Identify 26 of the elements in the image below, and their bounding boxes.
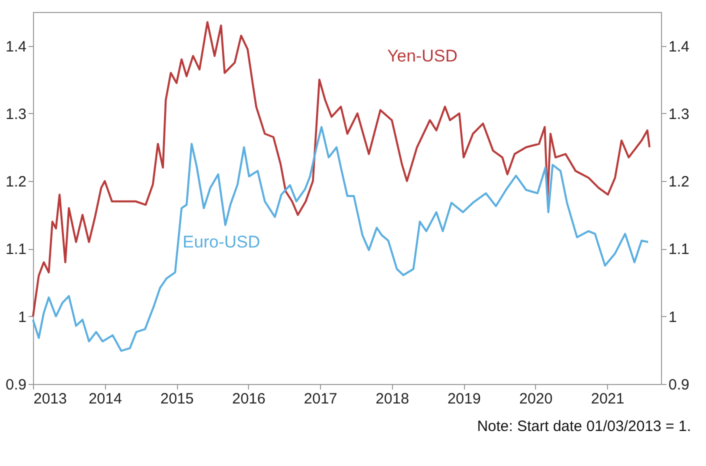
line-series (32, 21, 651, 318)
y2-tick-label: 1.3 (668, 106, 690, 123)
y-tick-label: 1.3 (6, 106, 26, 123)
y2-tick-label: 1 (668, 308, 677, 326)
x-tick-label: 2016 (232, 390, 266, 408)
y-tick-label: 1 (18, 308, 26, 326)
line-series (32, 126, 650, 352)
x-tick-label: 2020 (519, 390, 553, 408)
text: Note: Start date 01/03/2013 = 1. (477, 418, 691, 435)
y2-tick-label: 1.2 (668, 174, 690, 191)
y-tick-label: 1.2 (6, 174, 26, 191)
y2-tick-label: 0.9 (668, 376, 690, 394)
x-tick-label: 2013 (34, 390, 67, 408)
x-tick-label: 2017 (304, 390, 338, 408)
y-tick-label: 1.1 (6, 241, 26, 258)
x-tick-label: 2021 (590, 390, 624, 408)
y2-tick-label: 1.4 (668, 38, 690, 56)
y-tick-label: 1.4 (6, 38, 26, 56)
x-tick-label: 2018 (376, 390, 410, 408)
y-tick-label: 0.9 (6, 376, 26, 394)
x-tick-label: 2019 (447, 390, 481, 408)
x-tick-label: 2014 (88, 390, 122, 408)
series-label: Euro-USD (182, 232, 260, 252)
y2-tick-label: 1.1 (668, 241, 690, 258)
text: Yen-USD (387, 46, 458, 66)
x-tick-label: 2015 (160, 390, 194, 408)
